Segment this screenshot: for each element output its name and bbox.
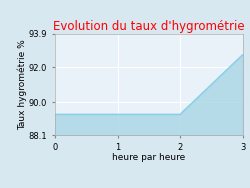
Y-axis label: Taux hygrométrie %: Taux hygrométrie % [18, 39, 27, 130]
X-axis label: heure par heure: heure par heure [112, 153, 186, 162]
Title: Evolution du taux d'hygrométrie: Evolution du taux d'hygrométrie [53, 20, 244, 33]
